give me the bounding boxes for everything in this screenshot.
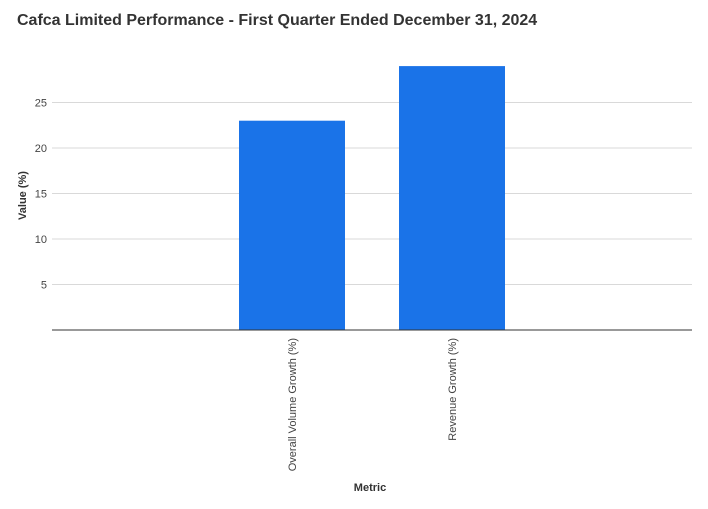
y-tick-label-25: 25	[35, 98, 47, 110]
bar-2	[399, 66, 505, 330]
chart-title: Cafca Limited Performance - First Quarte…	[17, 12, 538, 29]
x-axis-title: Metric	[354, 482, 386, 494]
bar-1	[239, 120, 345, 330]
y-tick-label-10: 10	[35, 234, 47, 246]
x-category-label-2: Revenue Growth (%)	[447, 338, 459, 441]
x-category-label-1: Overall Volume Growth (%)	[287, 338, 299, 471]
y-axis-title: Value (%)	[17, 171, 29, 220]
y-tick-label-20: 20	[35, 143, 47, 155]
y-tick-label-5: 5	[41, 280, 47, 292]
y-tick-label-15: 15	[35, 189, 47, 201]
